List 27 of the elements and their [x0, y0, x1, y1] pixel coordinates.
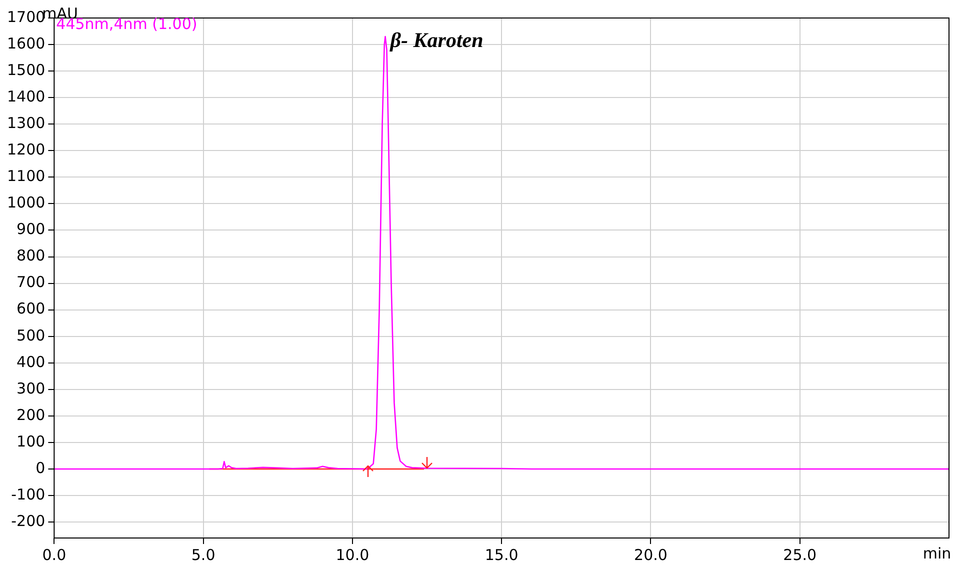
- y-tick-label: 800: [16, 246, 46, 265]
- y-tick-label: 1000: [6, 194, 46, 212]
- y-tick-label: 700: [16, 273, 46, 292]
- y-tick-label: 1200: [6, 140, 46, 159]
- y-tick-label: 400: [16, 352, 46, 371]
- y-tick-label: 900: [16, 220, 46, 238]
- y-tick-label: 1100: [6, 167, 46, 186]
- x-tick-label: 10.0: [336, 546, 370, 564]
- y-tick-label: 500: [16, 326, 46, 344]
- y-tick-label: 600: [16, 300, 46, 318]
- y-tick-label: -100: [11, 485, 46, 504]
- y-tick-label: 1400: [6, 87, 46, 106]
- y-tick-label: 300: [16, 379, 46, 398]
- y-tick-label: 1600: [6, 34, 46, 52]
- annotation: β- Karoten: [389, 28, 484, 52]
- y-tick-label: -200: [11, 512, 46, 530]
- x-tick-label: 20.0: [634, 546, 668, 564]
- y-tick-label: 1500: [6, 60, 46, 79]
- y-tick-label: 0: [36, 458, 46, 477]
- y-tick-label: 200: [16, 406, 46, 424]
- x-tick-label: 15.0: [484, 546, 518, 564]
- x-tick-label: 5.0: [191, 546, 216, 564]
- x-axis-title: min: [922, 544, 952, 562]
- y-tick-label: 1300: [6, 114, 46, 132]
- y-tick-label: 100: [16, 432, 46, 450]
- x-tick-label: 0.0: [42, 546, 66, 564]
- x-tick-label: 25.0: [783, 546, 817, 564]
